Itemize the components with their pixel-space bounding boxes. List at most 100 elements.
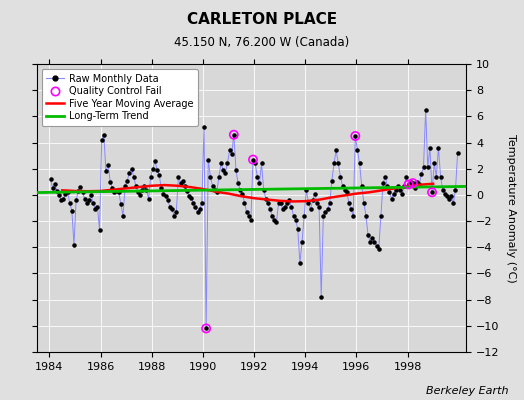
Point	[343, 189, 351, 196]
Point	[302, 186, 311, 193]
Point	[66, 200, 74, 206]
Point	[106, 179, 114, 185]
Point	[421, 107, 430, 113]
Point	[223, 160, 232, 167]
Point	[198, 200, 206, 206]
Point	[349, 213, 357, 219]
Point	[179, 177, 187, 184]
Point	[430, 160, 439, 167]
Point	[434, 144, 443, 151]
Point	[221, 170, 230, 176]
Point	[132, 182, 140, 189]
Point	[163, 197, 172, 203]
Point	[311, 190, 319, 197]
Point	[443, 193, 451, 200]
Point	[247, 216, 255, 223]
Point	[213, 189, 221, 196]
Point	[166, 204, 174, 210]
Point	[317, 294, 325, 300]
Point	[204, 156, 212, 163]
Point	[411, 185, 419, 192]
Point	[91, 206, 100, 212]
Point	[219, 167, 227, 173]
Point	[151, 158, 159, 164]
Point	[134, 189, 142, 196]
Point	[108, 185, 116, 192]
Point	[419, 164, 428, 171]
Point	[279, 206, 287, 212]
Point	[287, 204, 296, 210]
Point	[225, 147, 234, 154]
Point	[285, 197, 293, 203]
Point	[230, 132, 238, 138]
Point	[149, 166, 157, 172]
Point	[110, 189, 118, 196]
Point	[428, 189, 436, 196]
Point	[125, 170, 134, 176]
Point	[436, 173, 445, 180]
Point	[270, 216, 279, 223]
Point	[119, 213, 127, 219]
Point	[407, 179, 415, 185]
Point	[189, 200, 198, 206]
Point	[355, 160, 364, 167]
Point	[364, 232, 372, 239]
Point	[253, 173, 261, 180]
Point	[341, 186, 349, 193]
Point	[147, 173, 155, 180]
Text: CARLETON PLACE: CARLETON PLACE	[187, 12, 337, 27]
Point	[104, 162, 112, 168]
Text: 45.150 N, 76.200 W (Canada): 45.150 N, 76.200 W (Canada)	[174, 36, 350, 49]
Point	[121, 182, 129, 189]
Point	[83, 200, 91, 206]
Point	[391, 186, 400, 193]
Point	[55, 192, 63, 198]
Point	[298, 239, 306, 245]
Point	[409, 180, 417, 186]
Point	[113, 188, 121, 194]
Point	[345, 200, 353, 206]
Point	[249, 156, 257, 163]
Point	[255, 180, 264, 186]
Point	[449, 200, 457, 206]
Point	[373, 243, 381, 249]
Point	[136, 192, 144, 198]
Point	[49, 185, 57, 192]
Point	[259, 186, 268, 193]
Point	[241, 200, 249, 206]
Point	[115, 189, 123, 196]
Point	[61, 190, 70, 197]
Point	[100, 132, 108, 138]
Point	[129, 173, 138, 180]
Point	[187, 194, 195, 201]
Point	[394, 182, 402, 189]
Point	[161, 193, 170, 200]
Point	[181, 182, 189, 189]
Point	[370, 239, 379, 245]
Point	[402, 173, 411, 180]
Point	[389, 190, 398, 197]
Y-axis label: Temperature Anomaly (°C): Temperature Anomaly (°C)	[506, 134, 516, 282]
Point	[140, 182, 148, 189]
Point	[319, 213, 328, 219]
Point	[200, 124, 208, 130]
Point	[170, 213, 178, 219]
Point	[68, 208, 76, 214]
Point	[251, 160, 259, 167]
Point	[366, 239, 375, 245]
Point	[261, 196, 270, 202]
Point	[445, 196, 453, 202]
Point	[351, 133, 359, 139]
Point	[447, 193, 455, 200]
Point	[59, 196, 68, 202]
Point	[127, 166, 136, 172]
Point	[428, 189, 436, 196]
Point	[63, 189, 72, 196]
Point	[353, 147, 362, 154]
Point	[157, 185, 166, 192]
Point	[296, 260, 304, 266]
Point	[138, 186, 146, 193]
Point	[234, 180, 242, 186]
Point	[293, 226, 302, 232]
Point	[439, 186, 447, 193]
